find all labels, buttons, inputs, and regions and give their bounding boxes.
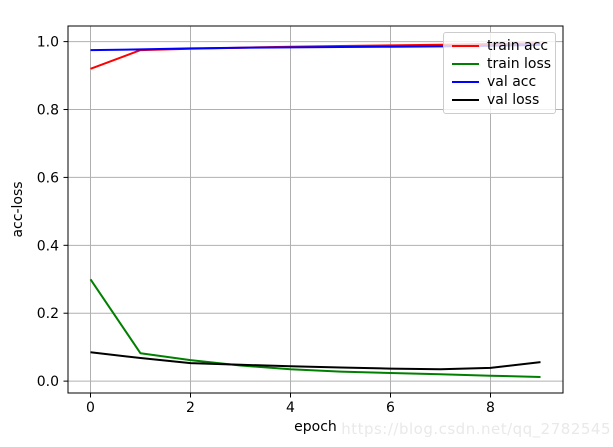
legend-item-train-loss: train loss [452, 57, 551, 71]
legend-label-val-acc: val acc [487, 74, 537, 90]
legend-label-val-loss: val loss [487, 92, 540, 108]
y-tick-label: 0.8 [37, 103, 59, 119]
legend-label-train-loss: train loss [487, 56, 552, 72]
x-axis-label: epoch [294, 419, 337, 435]
legend-item-val-acc: val acc [452, 75, 547, 89]
legend-item-val-loss: val loss [452, 93, 547, 107]
series-line-val-loss [90, 351, 541, 371]
x-tick-label: 2 [186, 400, 195, 416]
x-tick-label: 0 [86, 400, 95, 416]
y-tick-label: 0.4 [37, 238, 59, 254]
x-tick-label: 6 [386, 400, 395, 416]
y-tick-label: 0.6 [37, 170, 59, 186]
legend-line-swatch-train-acc [452, 45, 479, 47]
legend-line-swatch-val-loss [452, 99, 479, 101]
y-tick-label: 1.0 [37, 35, 59, 51]
legend-line-swatch-val-acc [452, 81, 479, 83]
y-axis-label: acc-loss [10, 181, 26, 237]
x-tick-label: 8 [486, 400, 495, 416]
legend: train acc train loss val acc val loss [443, 32, 556, 114]
x-tick-label: 4 [286, 400, 295, 416]
legend-label-train-acc: train acc [487, 38, 549, 54]
axes-frame [67, 25, 564, 394]
series-line-train-loss [89, 278, 541, 378]
y-tick-label: 0.0 [37, 374, 59, 390]
legend-item-train-acc: train acc [452, 38, 549, 54]
legend-line-swatch-train-loss [452, 63, 479, 65]
y-tick-label: 0.2 [37, 306, 59, 322]
